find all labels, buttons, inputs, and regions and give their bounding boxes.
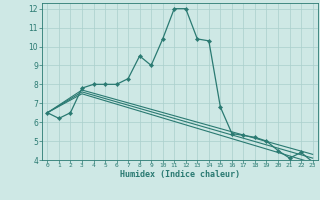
X-axis label: Humidex (Indice chaleur): Humidex (Indice chaleur): [120, 170, 240, 179]
